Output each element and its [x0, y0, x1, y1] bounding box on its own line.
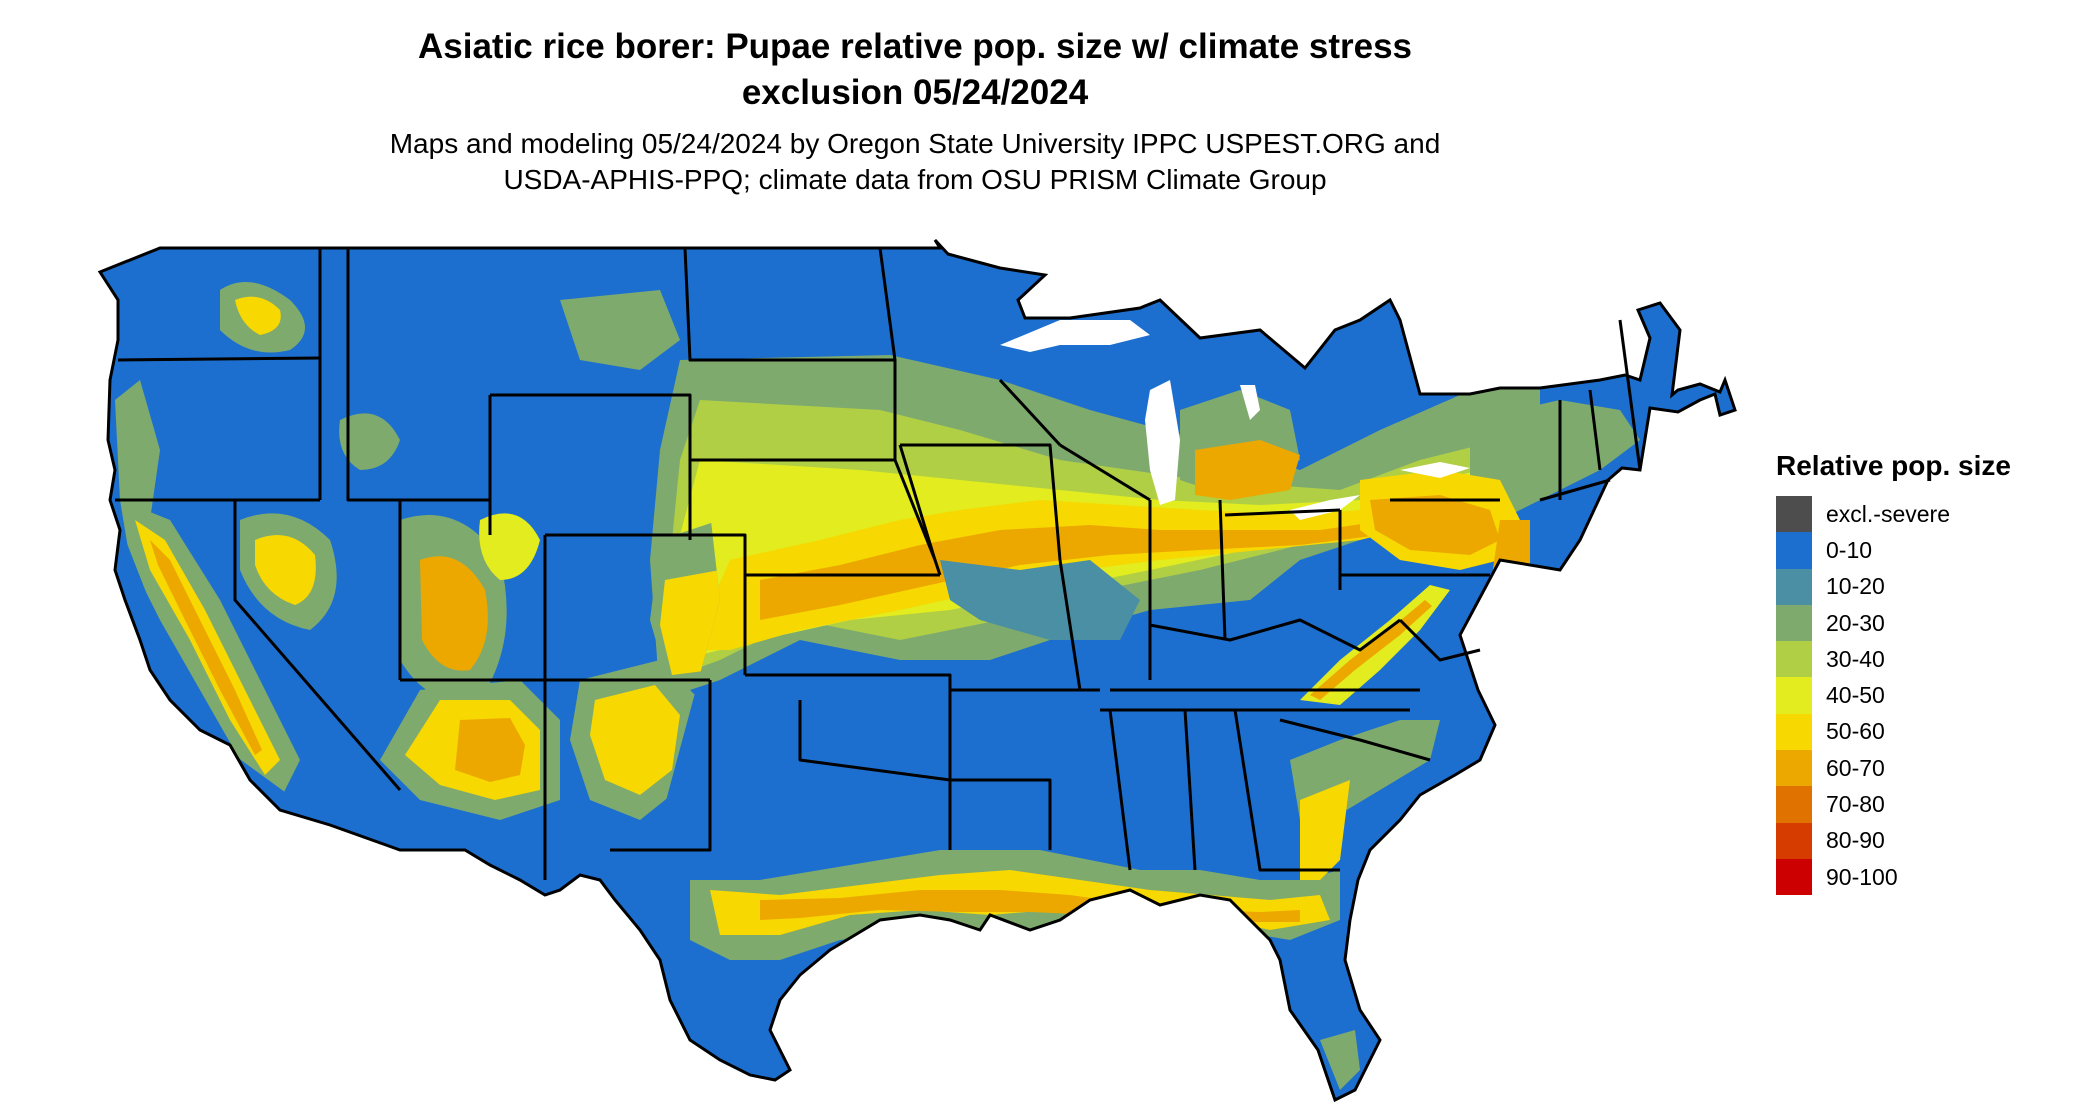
- legend-item: 30-40: [1776, 641, 2011, 678]
- border-in-oh: [1218, 499, 1227, 641]
- patch-colorado-west: [479, 513, 540, 580]
- legend-label: 40-50: [1826, 682, 1885, 709]
- legend-label: 90-100: [1826, 863, 1898, 890]
- legend-swatch: [1776, 532, 1812, 569]
- border-dakotas-mn: [878, 247, 937, 561]
- map-subtitle-line-1: Maps and modeling 05/24/2024 by Oregon S…: [389, 128, 1441, 159]
- band-10-20-iowa: [940, 560, 1140, 640]
- border-il-mo: [1058, 559, 1082, 691]
- legend-item: 50-60: [1776, 713, 2011, 751]
- border-vt-nh: [1588, 389, 1602, 471]
- band-60-70-appalachia: [1310, 600, 1432, 700]
- patch-nevada-west-core: [255, 535, 316, 605]
- border-va: [1398, 618, 1481, 662]
- legend-item: 60-70: [1776, 750, 2011, 787]
- legend-label: 0-10: [1826, 536, 1873, 563]
- legend-item: 10-20: [1776, 568, 2011, 605]
- border-ky-oh: [1149, 618, 1401, 652]
- map-title-line-1: Asiatic rice borer: Pupae relative pop. …: [417, 27, 1413, 66]
- lake-huron: [1240, 385, 1260, 420]
- border-ok-tx: [798, 700, 951, 782]
- legend-label: 20-30: [1826, 609, 1885, 636]
- border-wy: [490, 393, 692, 540]
- border-wi-il: [1059, 443, 1151, 502]
- map-title: Asiatic rice borer: Pupae relative pop. …: [0, 24, 1830, 116]
- legend-item: 0-10: [1776, 532, 2011, 569]
- border-wa-or: [117, 356, 321, 362]
- legend-swatch: [1776, 641, 1812, 678]
- legend-label: 10-20: [1826, 573, 1885, 600]
- border-mn-wi: [998, 378, 1062, 447]
- legend-item: excl.-severe: [1776, 496, 2011, 533]
- legend-label: 70-80: [1826, 791, 1885, 818]
- legend-item: 70-80: [1776, 786, 2011, 823]
- map-subtitle-line-2: USDA-APHIS-PPQ; climate data from OSU PR…: [503, 164, 1327, 195]
- band-60-70-michigan: [1195, 440, 1300, 500]
- border-nh-me: [1618, 319, 1642, 471]
- patch-arizona-hot: [455, 718, 525, 782]
- patch-washington-core: [235, 296, 281, 335]
- legend-label: excl.-severe: [1826, 500, 1950, 527]
- legend-swatch: [1776, 786, 1812, 823]
- legend-label: 60-70: [1826, 754, 1885, 781]
- border-nm-tx: [610, 680, 712, 852]
- border-id-mt: [346, 248, 490, 502]
- lake-erie: [1290, 495, 1360, 520]
- band-20-30-northeast: [1470, 400, 1640, 520]
- legend-item: 80-90: [1776, 822, 2011, 859]
- map-subtitle: Maps and modeling 05/24/2024 by Oregon S…: [0, 126, 1830, 198]
- legend-swatch: [1776, 568, 1812, 605]
- lake-superior: [1000, 320, 1150, 352]
- border-ms-al: [1108, 709, 1132, 871]
- legend-swatch: [1776, 604, 1812, 642]
- west-mottling: [115, 282, 720, 820]
- patch-idaho: [339, 413, 400, 470]
- patch-utah-core: [420, 556, 488, 671]
- band-20-30-florida: [1320, 1030, 1360, 1090]
- lake-ontario: [1400, 462, 1470, 478]
- state-borders: [115, 247, 1642, 880]
- legend: Relative pop. size excl.-severe 0-10 10-20…: [1776, 450, 2011, 896]
- border-mt-nd: [683, 247, 895, 362]
- legend-item: 20-30: [1776, 604, 2011, 642]
- legend-label: 50-60: [1826, 718, 1885, 745]
- legend-title: Relative pop. size: [1776, 450, 2011, 481]
- legend-label: 30-40: [1826, 645, 1885, 672]
- legend-label: 80-90: [1826, 827, 1885, 854]
- interior-0-10: [980, 560, 1460, 700]
- border-ar-la: [950, 778, 1052, 850]
- us-map: [98, 238, 1737, 1102]
- border-ca-nv: [233, 500, 402, 791]
- border-ia-ne: [898, 444, 942, 576]
- border-co: [545, 533, 747, 675]
- map-title-line-2: exclusion 05/24/2024: [741, 73, 1089, 112]
- patch-oregon-coast: [115, 380, 160, 520]
- band-60-70-midwest: [760, 520, 1390, 620]
- legend-swatch: [1776, 822, 1812, 859]
- legend-item: 40-50: [1776, 677, 2011, 714]
- legend-items: excl.-severe 0-10 10-20 20-30 30-40 40-50 50-6…: [1776, 496, 2011, 896]
- legend-item: 90-100: [1776, 858, 2011, 896]
- band-50-60-georgia: [1300, 780, 1350, 880]
- patch-new-mexico-core: [590, 685, 680, 795]
- border-ga-fl: [1233, 709, 1340, 872]
- patch-montana: [560, 290, 680, 370]
- legend-swatch: [1776, 496, 1812, 533]
- border-ma-ct: [1539, 478, 1611, 502]
- legend-swatch: [1776, 677, 1812, 714]
- border-al-ga: [1183, 709, 1197, 871]
- lake-michigan: [1145, 380, 1180, 505]
- band-60-70-pennsylvania: [1370, 495, 1500, 555]
- legend-swatch: [1776, 750, 1812, 787]
- patch-california-hot: [150, 540, 262, 755]
- legend-swatch: [1776, 713, 1812, 751]
- border-oh-mi: [1224, 508, 1341, 517]
- border-ks-ok: [745, 673, 952, 850]
- border-ia-mn: [900, 443, 1062, 561]
- legend-swatch: [1776, 858, 1812, 896]
- border-nc-sc: [1279, 718, 1431, 762]
